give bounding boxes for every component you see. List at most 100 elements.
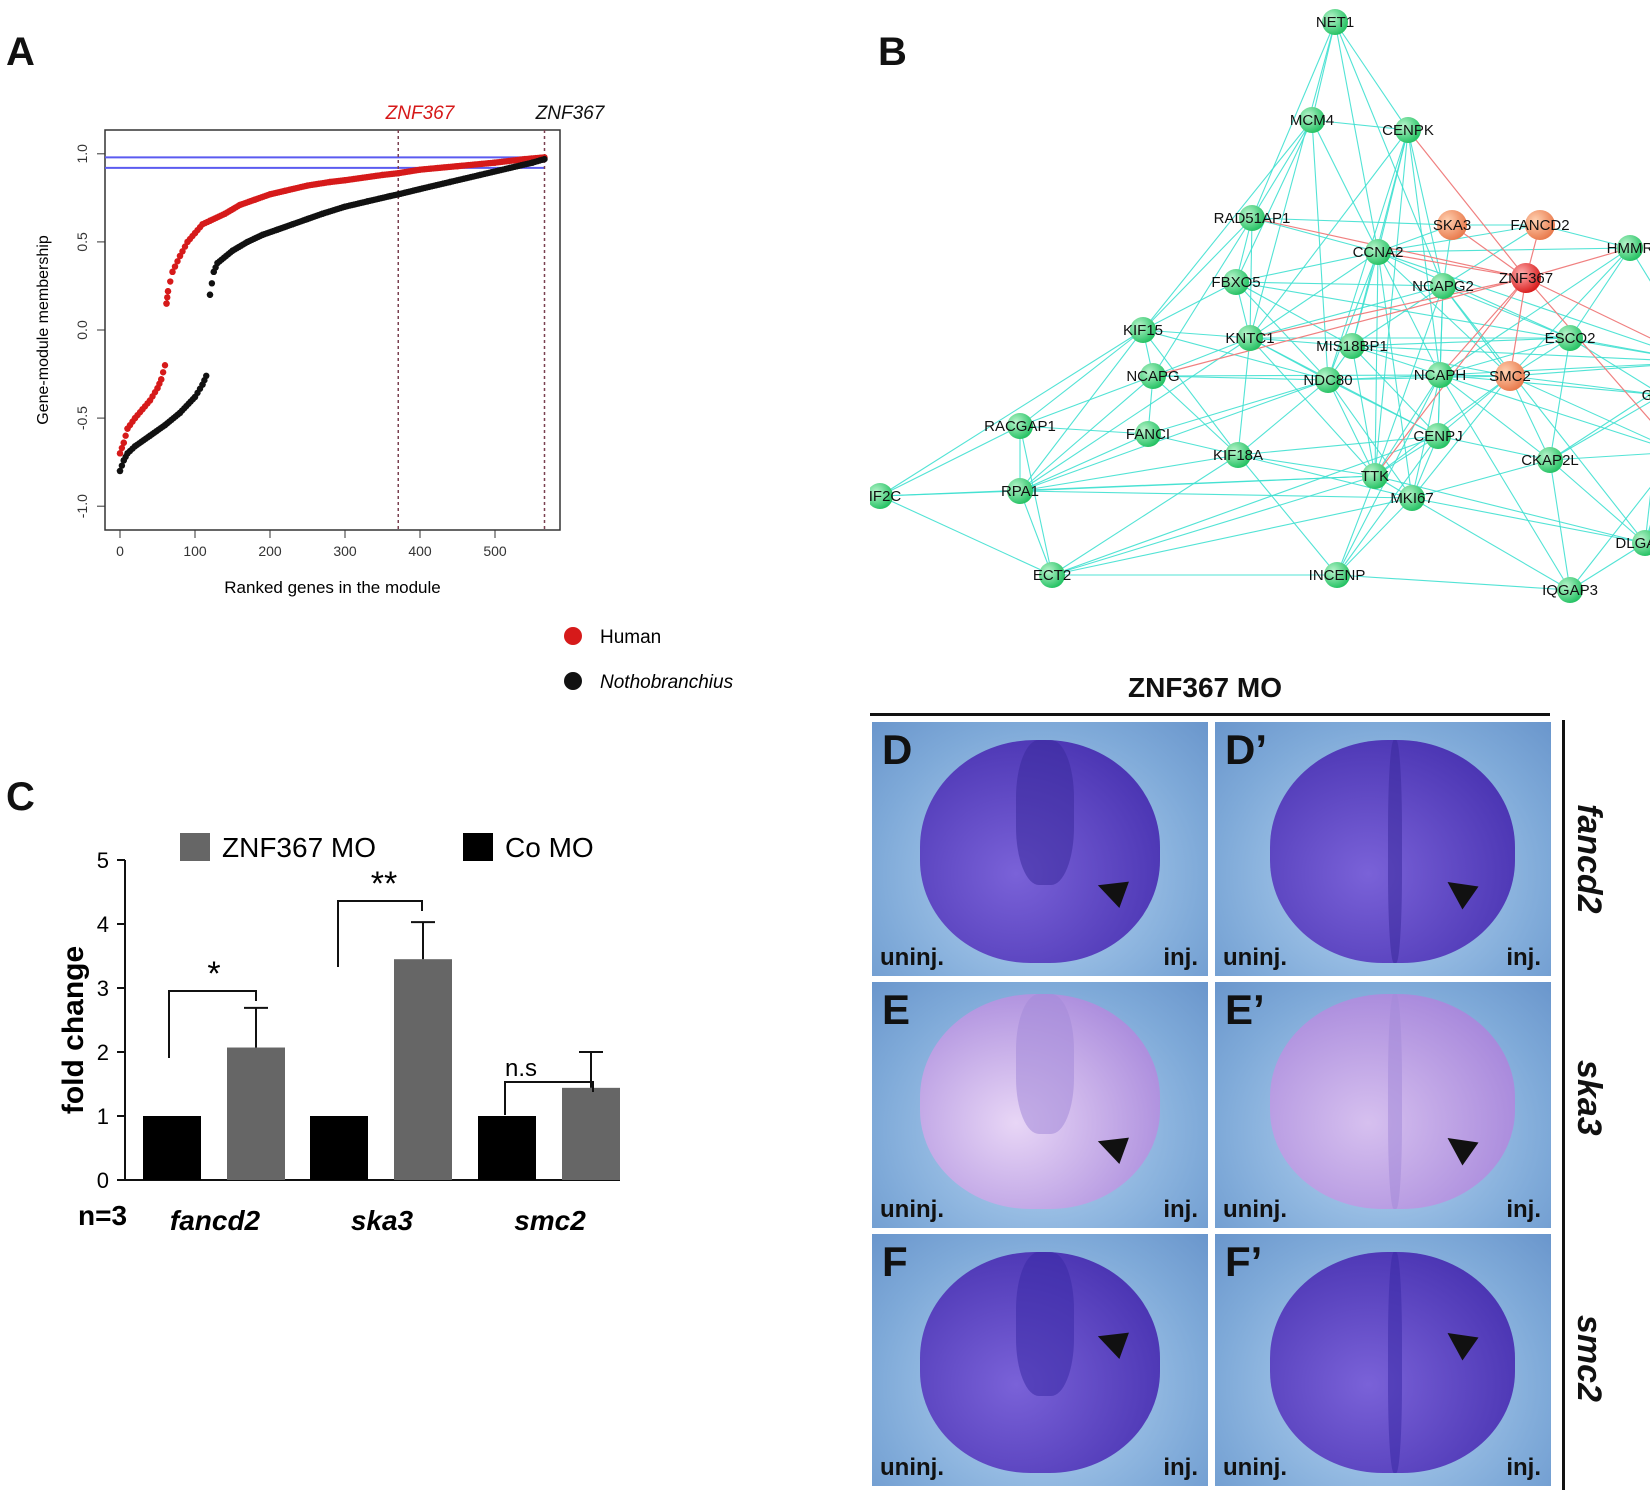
network-node-label: HMMR	[1607, 240, 1650, 257]
network-edge	[1569, 337, 1650, 354]
embryo-midline	[1387, 1252, 1403, 1473]
network-edge	[1249, 337, 1376, 477]
bar-co-mo	[143, 1116, 201, 1180]
network-edge	[1351, 345, 1376, 477]
network-edge	[1411, 375, 1511, 499]
network-node-incenp	[1324, 562, 1350, 588]
network-node-ska3	[1437, 210, 1467, 240]
legend-co-label: Co MO	[505, 832, 594, 863]
bar-znf367-mo	[227, 1047, 285, 1180]
network-edge	[1019, 375, 1154, 492]
network-edge	[1142, 217, 1253, 331]
network-node-znf367	[1511, 263, 1541, 293]
data-point	[199, 381, 206, 388]
network-edge	[1237, 454, 1338, 576]
network-node-ect2	[1039, 562, 1065, 588]
data-point	[118, 444, 126, 452]
x-tick-label: 100	[183, 543, 207, 559]
data-point	[214, 259, 221, 267]
network-edge-znf367	[1525, 277, 1650, 339]
data-point	[364, 198, 371, 205]
network-edge	[1051, 435, 1439, 576]
network-edge	[1235, 251, 1379, 283]
network-edge	[1152, 375, 1239, 456]
network-edge	[1351, 345, 1441, 376]
data-point	[266, 191, 274, 198]
network-node-fanci	[1135, 421, 1161, 447]
network-edge	[1377, 251, 1441, 376]
network-node-dlgap5	[1632, 530, 1650, 556]
data-point	[116, 450, 124, 457]
legend-co-swatch	[463, 833, 493, 861]
network-node-label: FANCD2	[1510, 217, 1569, 234]
network-edge	[1569, 247, 1631, 339]
network-edge	[1549, 459, 1571, 591]
data-point	[251, 196, 259, 203]
uninjected-side-label: uninj.	[1223, 944, 1287, 971]
network-node-ttk	[1362, 463, 1388, 489]
network-node-label: SKA3	[1433, 217, 1471, 234]
arrowhead-icon	[1439, 870, 1479, 910]
data-point	[203, 372, 210, 380]
network-edge	[1509, 375, 1551, 461]
y-tick-label: 0.0	[74, 320, 90, 340]
network-node-mis18bp1	[1339, 333, 1365, 359]
x-tick-label: 300	[333, 543, 357, 559]
network-edge	[1249, 337, 1353, 347]
network-node-label: KNTC1	[1225, 330, 1274, 347]
network-edge	[1142, 329, 1251, 339]
network-node-label: KIF2C	[870, 488, 901, 505]
uninjected-side-label: uninj.	[880, 1196, 944, 1223]
ish-gene-label: smc2	[1570, 1315, 1608, 1402]
network-edge	[1019, 475, 1376, 492]
data-point	[139, 406, 146, 413]
network-node-rpa1	[1007, 478, 1033, 504]
network-node-iqgap3	[1557, 577, 1583, 603]
network-edge	[1237, 435, 1439, 456]
ish-panel-letter: E’	[1225, 986, 1265, 1033]
n-label: n=3	[78, 1200, 127, 1231]
network-edge	[1569, 486, 1650, 591]
data-point	[131, 443, 139, 450]
ish-gene-label: ska3	[1570, 1060, 1608, 1136]
network-edge	[1311, 119, 1409, 131]
network-edge	[1019, 425, 1149, 435]
network-edge	[1549, 401, 1650, 461]
network-node-label: FBXO5	[1211, 274, 1260, 291]
data-point	[229, 247, 236, 254]
embryo-image	[1270, 740, 1515, 963]
network-edge	[1407, 129, 1444, 287]
embryo-image	[920, 1252, 1160, 1473]
network-node-label: ESCO2	[1545, 330, 1596, 347]
y-tick-label: 5	[97, 848, 109, 873]
data-point	[446, 178, 454, 186]
znf367-red-label: ZNF367	[385, 103, 456, 124]
uninjected-side-label: uninj.	[1223, 1454, 1287, 1481]
network-edge	[1351, 285, 1444, 347]
data-point	[174, 258, 181, 265]
data-point	[120, 439, 127, 446]
y-tick-label: 1	[97, 1104, 109, 1129]
network-edge-znf367	[1407, 129, 1527, 279]
network-edge	[1374, 475, 1646, 544]
network-edge	[1142, 119, 1313, 331]
network-edge	[1311, 119, 1329, 381]
injected-side-label: inj.	[1506, 1454, 1541, 1481]
network-node-label: RPA1	[1001, 483, 1039, 500]
network-edge	[1142, 329, 1239, 456]
network-edge	[1549, 459, 1646, 544]
bar-co-mo	[478, 1116, 536, 1180]
ish-panel-f2: F’ uninj. inj.	[1213, 1232, 1553, 1488]
network-edge	[1549, 453, 1650, 461]
legend-znf367-label: ZNF367 MO	[222, 832, 376, 863]
significance-label: **	[371, 865, 397, 903]
network-edge	[879, 329, 1144, 497]
data-point	[158, 376, 165, 383]
data-point	[341, 203, 349, 210]
data-point	[319, 210, 326, 217]
data-point	[304, 215, 311, 223]
network-edge-znf367	[1525, 247, 1631, 279]
data-point	[161, 421, 169, 429]
y-tick-label: -0.5	[74, 406, 90, 430]
legend-nothobranchius-marker	[564, 672, 582, 690]
